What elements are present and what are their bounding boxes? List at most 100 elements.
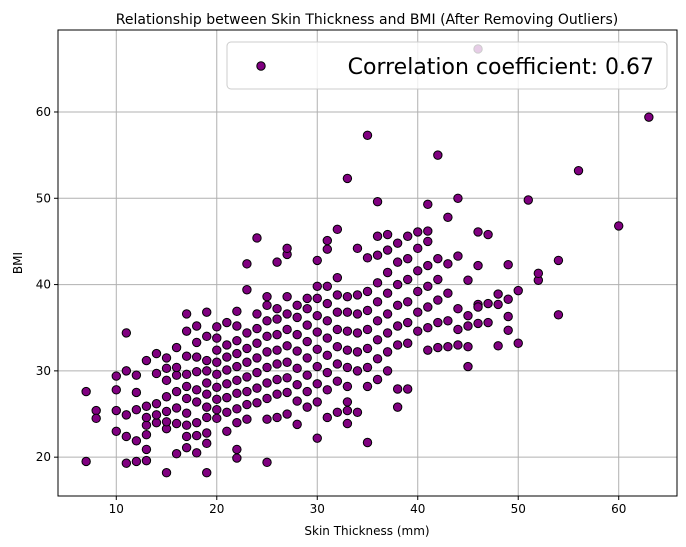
data-point [382,267,393,278]
data-point [463,275,473,285]
data-point [292,300,302,310]
data-point [292,419,302,430]
data-point [262,378,272,388]
data-point [312,397,322,407]
data-point [141,455,152,466]
data-point [202,307,212,317]
data-point [463,361,473,372]
data-point [212,322,222,332]
data-point [131,456,142,467]
data-point [342,397,353,407]
data-point [322,350,333,361]
y-tick-label: 60 [36,105,51,119]
data-point [322,281,333,291]
data-point [372,316,383,326]
data-point [202,389,212,399]
data-point [111,371,121,381]
data-point [342,381,353,392]
data-point [191,367,202,377]
data-point [171,370,182,380]
data-point [423,302,433,312]
data-point [352,309,363,319]
data-point [362,305,373,316]
data-point [131,370,142,380]
data-point [272,329,282,340]
data-point [212,405,222,415]
data-point [232,404,242,414]
legend-marker [256,61,266,71]
data-point [312,379,322,389]
data-point [171,449,182,459]
data-point [161,417,172,427]
data-point [372,354,383,364]
data-point [413,227,423,237]
data-point [423,260,433,271]
data-point [181,431,192,442]
data-point [252,309,262,319]
data-point [111,385,121,395]
data-point [312,433,322,443]
data-point [402,338,413,348]
data-point [242,372,252,382]
data-point [423,226,433,236]
data-point [202,412,212,423]
data-point [312,255,322,266]
data-point [151,398,162,409]
data-point [433,150,443,160]
data-point [433,342,443,353]
data-point [191,321,202,331]
data-point [212,382,222,392]
data-point [423,323,433,333]
data-point [232,453,242,463]
data-point [413,243,423,254]
data-point [141,444,152,455]
data-point [372,297,383,307]
data-point [473,318,483,329]
data-point [242,285,252,295]
data-point [614,221,624,231]
data-point [232,361,242,372]
data-point [181,351,192,361]
data-point [222,317,232,328]
data-point [413,266,423,276]
data-point [322,235,333,246]
data-point [413,307,423,317]
data-point [252,353,262,363]
data-point [322,298,333,309]
data-point [131,436,142,446]
data-point [443,212,453,222]
data-point [342,307,353,317]
data-point [332,407,343,417]
data-point [483,317,493,328]
data-point [533,268,544,279]
data-point [453,324,463,335]
data-point [141,420,152,430]
chart-title: Relationship between Skin Thickness and … [116,12,618,28]
data-point [312,327,322,337]
data-point [362,130,373,140]
data-point [573,165,584,176]
y-tick-label: 50 [36,191,51,205]
data-point [242,399,252,410]
data-point [282,243,292,254]
y-tick-label: 20 [36,450,51,464]
data-points [81,44,654,478]
data-point [433,317,443,328]
data-point [151,348,162,359]
data-point [322,244,333,254]
data-point [222,340,232,350]
data-point [342,173,353,184]
data-point [262,316,272,326]
data-point [181,326,192,336]
data-point [493,299,503,310]
data-point [282,409,292,419]
data-point [332,359,343,369]
data-point [553,310,564,320]
data-point [372,278,383,288]
data-point [141,430,152,440]
data-point [352,290,363,300]
data-point [382,309,393,319]
data-point [463,342,473,352]
data-point [443,259,453,269]
